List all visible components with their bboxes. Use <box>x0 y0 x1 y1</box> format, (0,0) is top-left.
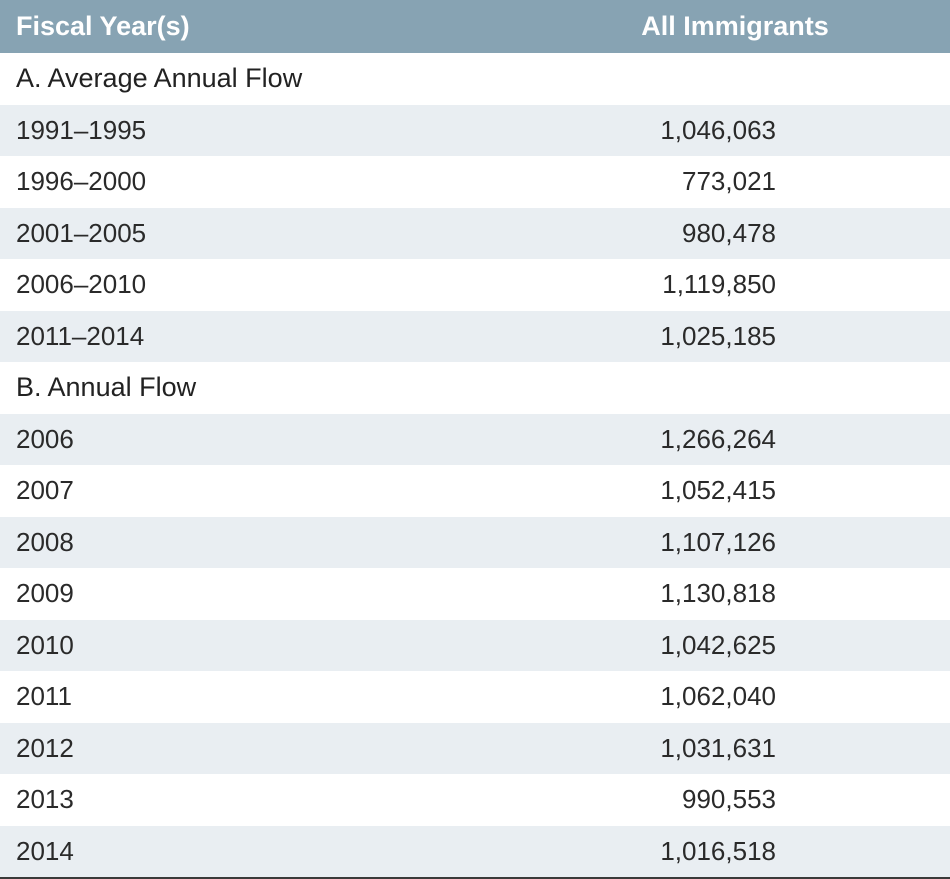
table-row: 1996–2000 773,021 <box>0 156 950 208</box>
year-cell: 2013 <box>16 784 74 815</box>
value-cell: 773,021 <box>682 166 776 197</box>
value-cell: 1,052,415 <box>660 475 776 506</box>
table-row: 2001–2005 980,478 <box>0 207 950 259</box>
value-cell: 980,478 <box>682 217 776 248</box>
table-row: 2006 1,266,264 <box>0 413 950 465</box>
header-fiscal-years: Fiscal Year(s) <box>16 11 190 41</box>
value-cell: 1,042,625 <box>660 629 776 660</box>
table-row: 2009 1,130,818 <box>0 568 950 620</box>
section-title-average-annual-flow: A. Average Annual Flow <box>0 53 950 105</box>
table-row: 1991–1995 1,046,063 <box>0 104 950 156</box>
section-title-annual-flow: B. Annual Flow <box>0 362 950 414</box>
value-cell: 1,031,631 <box>660 732 776 763</box>
year-cell: 1996–2000 <box>16 166 147 197</box>
year-cell: 2014 <box>16 835 74 866</box>
value-cell: 1,107,126 <box>660 526 776 557</box>
value-cell: 1,016,518 <box>660 835 776 866</box>
year-cell: 2008 <box>16 526 74 557</box>
year-cell: 1991–1995 <box>16 114 147 145</box>
table-row: 2011–2014 1,025,185 <box>0 310 950 362</box>
value-cell: 1,119,850 <box>662 269 776 300</box>
year-cell: 2011 <box>16 681 72 712</box>
table-row: 2011 1,062,040 <box>0 671 950 723</box>
table-row: 2006–2010 1,119,850 <box>0 259 950 311</box>
table-row: 2007 1,052,415 <box>0 465 950 517</box>
table-row: 2008 1,107,126 <box>0 516 950 568</box>
table-header: Fiscal Year(s) All Immigrants <box>0 0 950 53</box>
value-cell: 990,553 <box>682 784 776 815</box>
year-cell: 2001–2005 <box>16 217 147 248</box>
value-cell: 1,062,040 <box>660 681 776 712</box>
header-all-immigrants: All Immigrants <box>641 11 829 41</box>
table-row: 2014 1,016,518 <box>0 825 950 877</box>
value-cell: 1,130,818 <box>660 578 776 609</box>
year-cell: 2010 <box>16 629 74 660</box>
year-cell: 2006 <box>16 423 74 454</box>
year-cell: 2006–2010 <box>16 269 147 300</box>
value-cell: 1,046,063 <box>660 114 776 145</box>
year-cell: 2009 <box>16 578 74 609</box>
table-row: 2012 1,031,631 <box>0 722 950 774</box>
value-cell: 1,025,185 <box>660 320 776 351</box>
table-row: 2013 990,553 <box>0 774 950 826</box>
year-cell: 2011–2014 <box>16 320 145 351</box>
year-cell: 2012 <box>16 732 74 763</box>
table-row: 2010 1,042,625 <box>0 619 950 671</box>
value-cell: 1,266,264 <box>660 423 776 454</box>
year-cell: 2007 <box>16 475 74 506</box>
